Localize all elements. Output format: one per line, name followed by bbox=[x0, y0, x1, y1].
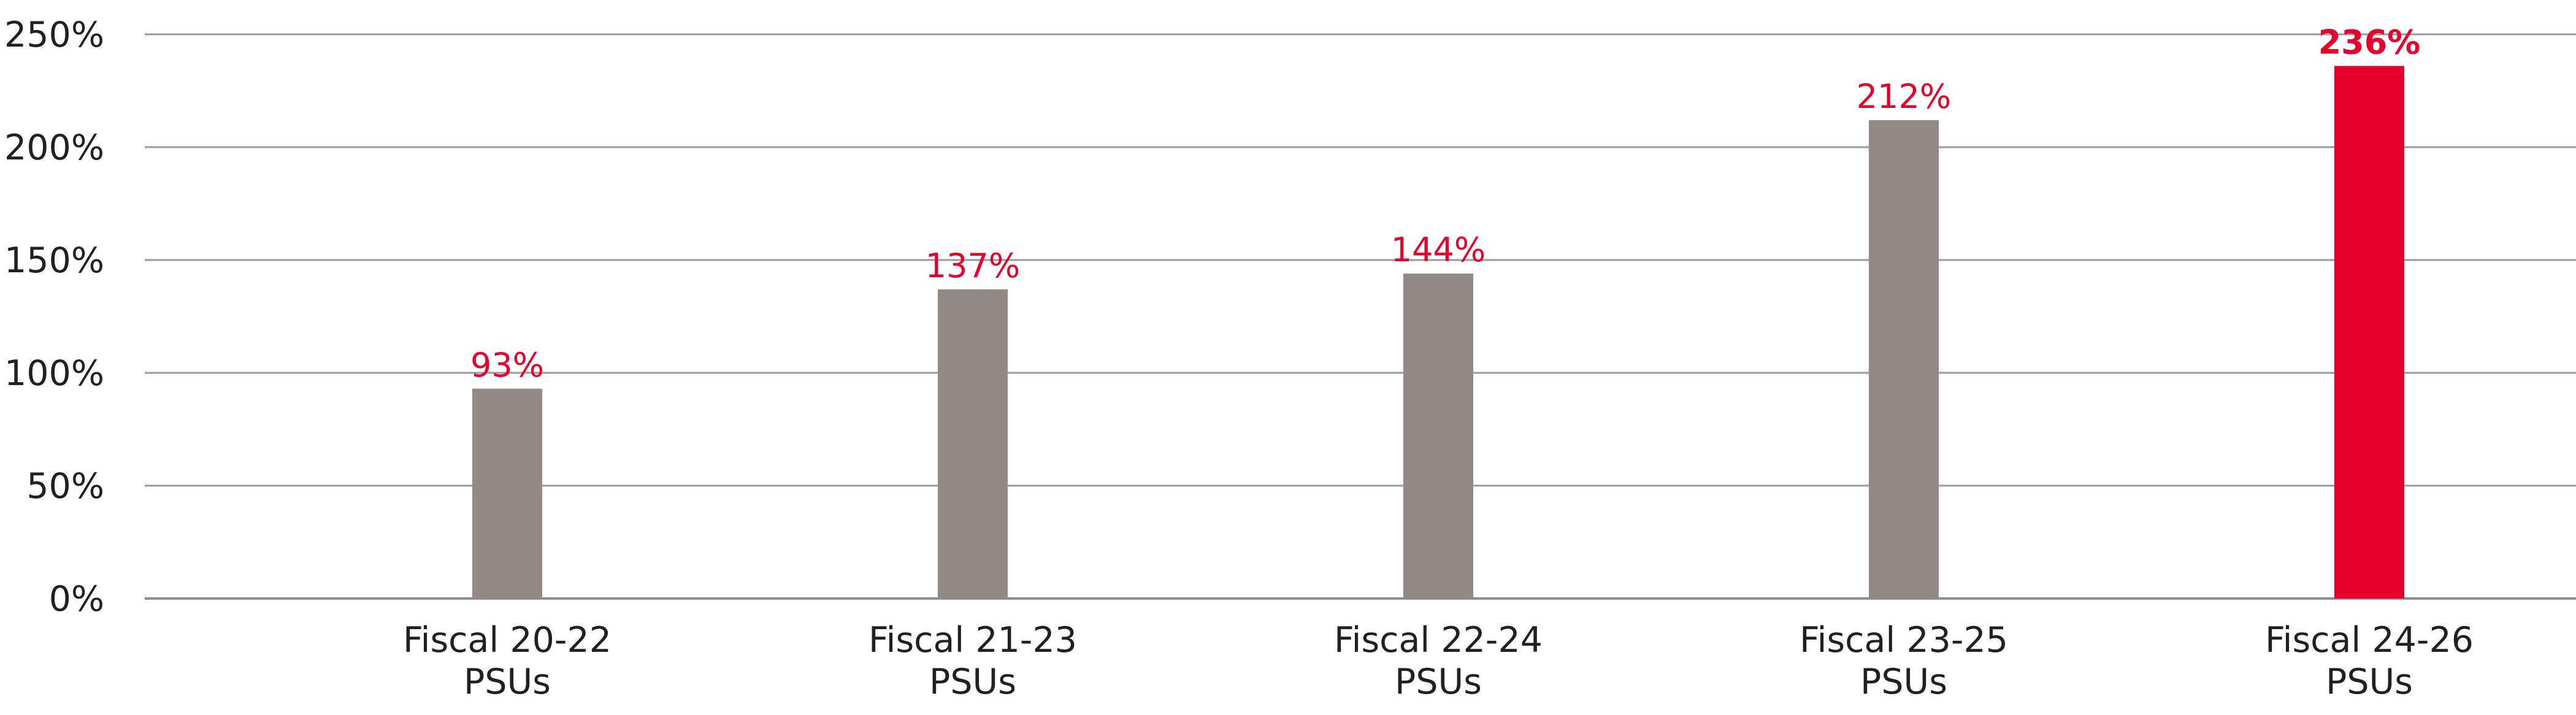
x-category-label: Fiscal 22-24 PSUs bbox=[1334, 620, 1543, 702]
x-category-label-line: Fiscal 23-25 bbox=[1800, 620, 2008, 660]
y-tick-label: 150% bbox=[4, 240, 104, 281]
y-tick-label: 100% bbox=[4, 353, 104, 394]
gridlines bbox=[145, 33, 2576, 600]
x-category-label-line: PSUs bbox=[1860, 662, 1947, 702]
data-labels: 93% 137% 144% 212% 236% bbox=[470, 23, 2420, 384]
bar-highlighted bbox=[2334, 66, 2404, 598]
data-label: 212% bbox=[1857, 77, 1951, 116]
x-category-label: Fiscal 21-23 PSUs bbox=[868, 620, 1077, 702]
x-category-label: Fiscal 20-22 PSUs bbox=[403, 620, 611, 702]
x-category-label-line: Fiscal 24-26 bbox=[2265, 620, 2474, 660]
bars bbox=[472, 66, 2404, 599]
bar bbox=[1869, 120, 1939, 599]
y-axis-tick-labels: 0% 50% 100% 150% 200% 250% bbox=[4, 15, 104, 619]
y-tick-label: 250% bbox=[4, 15, 104, 55]
data-label: 93% bbox=[470, 346, 544, 384]
data-label: 236% bbox=[2318, 23, 2421, 62]
x-category-label-line: Fiscal 20-22 bbox=[403, 620, 611, 660]
bar bbox=[472, 388, 542, 598]
y-tick-label: 200% bbox=[4, 128, 104, 168]
x-category-label-line: PSUs bbox=[1395, 662, 1482, 702]
x-category-label-line: PSUs bbox=[929, 662, 1016, 702]
x-category-label-line: PSUs bbox=[2326, 662, 2413, 702]
y-tick-label: 0% bbox=[49, 579, 104, 619]
x-category-label-line: PSUs bbox=[464, 662, 551, 702]
x-category-label-line: Fiscal 22-24 bbox=[1334, 620, 1543, 660]
x-category-label: Fiscal 23-25 PSUs bbox=[1800, 620, 2008, 702]
y-tick-label: 50% bbox=[26, 466, 104, 507]
data-label: 144% bbox=[1391, 231, 1485, 269]
bar bbox=[938, 289, 1008, 598]
x-category-label: Fiscal 24-26 PSUs bbox=[2265, 620, 2474, 702]
bar bbox=[1403, 273, 1473, 599]
x-category-label-line: Fiscal 21-23 bbox=[868, 620, 1077, 660]
data-label: 137% bbox=[926, 247, 1020, 285]
